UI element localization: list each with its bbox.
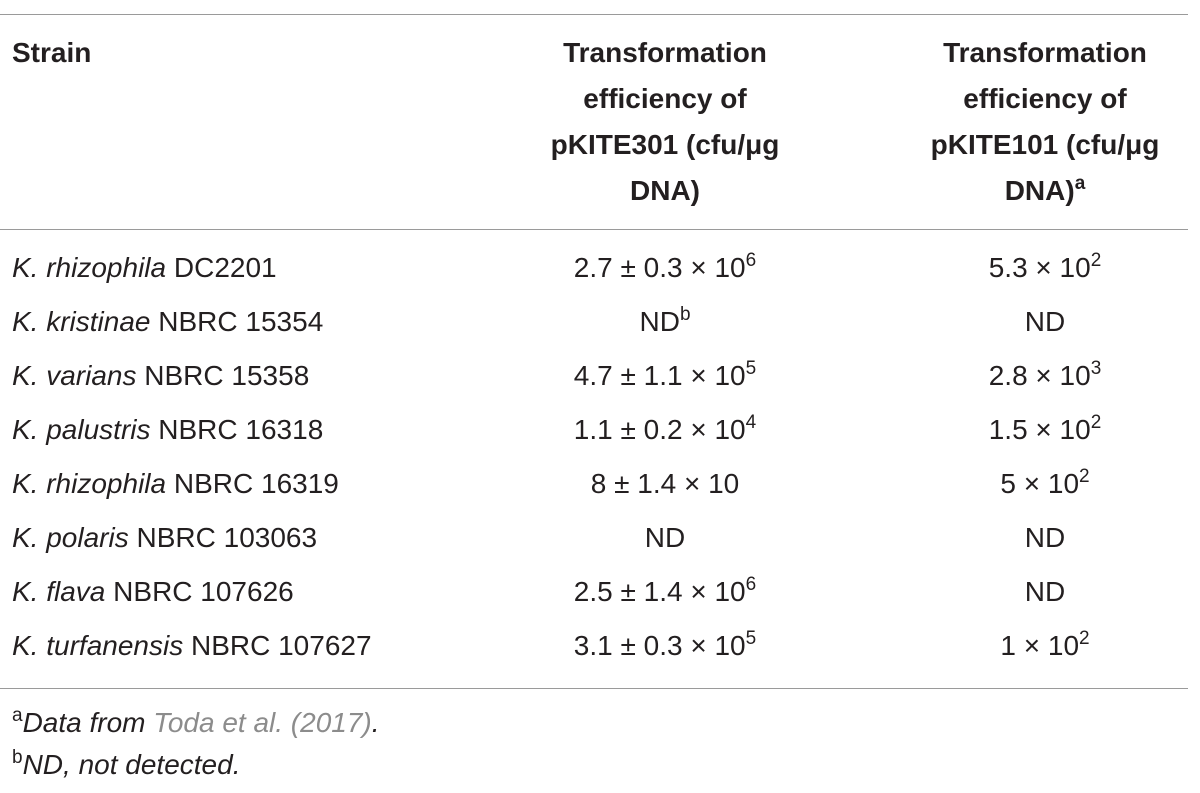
table-cell: 3.1 ± 0.3 × 105 bbox=[540, 629, 790, 663]
cell-text: 2.7 ± 0.3 × 10 bbox=[573, 252, 746, 283]
table-cell: K. rhizophila DC2201 bbox=[12, 251, 277, 285]
superscript: 4 bbox=[745, 412, 757, 433]
cell-text: 5.3 × 10 bbox=[988, 252, 1091, 283]
footnote: bND, not detected. bbox=[12, 748, 240, 782]
footnote: aData from Toda et al. (2017). bbox=[12, 706, 380, 740]
cell-text: 3.1 ± 0.3 × 10 bbox=[573, 630, 746, 661]
superscript: 2 bbox=[1090, 412, 1102, 433]
table-cell: 2.7 ± 0.3 × 106 bbox=[540, 251, 790, 285]
footnote-mark: a bbox=[12, 705, 23, 726]
cell-text: 5 × 10 bbox=[1000, 468, 1080, 499]
superscript: 6 bbox=[745, 574, 757, 595]
table-cell: 5 × 102 bbox=[900, 467, 1190, 501]
cell-text: ND bbox=[639, 306, 680, 337]
species: K. flava bbox=[12, 576, 106, 607]
cell-text: 2.8 × 10 bbox=[988, 360, 1091, 391]
superscript: 3 bbox=[1090, 358, 1102, 379]
superscript: 6 bbox=[745, 250, 757, 271]
cell-text: 1.5 × 10 bbox=[988, 414, 1091, 445]
table-cell: ND bbox=[900, 305, 1190, 339]
table-cell: ND bbox=[540, 521, 790, 555]
table-cell: K. turfanensis NBRC 107627 bbox=[12, 629, 372, 663]
superscript: 2 bbox=[1079, 466, 1090, 487]
species: K. turfanensis bbox=[12, 630, 184, 661]
cell-text: NBRC 15358 bbox=[144, 360, 310, 391]
table-cell: 8 ± 1.4 × 10 bbox=[540, 467, 790, 501]
table-cell: K. flava NBRC 107626 bbox=[12, 575, 294, 609]
species: K. rhizophila bbox=[12, 252, 167, 283]
superscript: 5 bbox=[745, 358, 757, 379]
footnote-text: ND, not detected. bbox=[22, 749, 241, 780]
superscript: a bbox=[1074, 173, 1086, 194]
footnote-mark: b bbox=[12, 747, 23, 768]
species: K. rhizophila bbox=[12, 468, 167, 499]
cell-text: NBRC 107626 bbox=[113, 576, 294, 607]
table-cell: K. varians NBRC 15358 bbox=[12, 359, 309, 393]
superscript: 5 bbox=[745, 628, 757, 649]
table-cell: ND bbox=[900, 521, 1190, 555]
top-rule bbox=[0, 14, 1188, 15]
cell-text: 8 ± 1.4 × 10 bbox=[590, 468, 740, 499]
table-cell: 2.5 ± 1.4 × 106 bbox=[540, 575, 790, 609]
table-cell: 4.7 ± 1.1 × 105 bbox=[540, 359, 790, 393]
header-cell: Strain bbox=[12, 30, 91, 76]
table-cell: K. palustris NBRC 16318 bbox=[12, 413, 323, 447]
header-cell: Transformation efficiency of pKITE101 (c… bbox=[900, 30, 1190, 214]
cell-text: 2.5 ± 1.4 × 10 bbox=[573, 576, 746, 607]
table-cell: 1.1 ± 0.2 × 104 bbox=[540, 413, 790, 447]
cell-text: ND bbox=[1024, 522, 1066, 553]
table-cell: K. kristinae NBRC 15354 bbox=[12, 305, 323, 339]
cell-text: DC2201 bbox=[173, 252, 277, 283]
table-cell: NDb bbox=[540, 305, 790, 339]
cell-text: ND bbox=[1024, 576, 1066, 607]
bottom-rule bbox=[0, 688, 1188, 689]
species: K. palustris bbox=[12, 414, 151, 445]
header-cell: Transformation efficiency of pKITE301 (c… bbox=[540, 30, 790, 214]
table-cell: ND bbox=[900, 575, 1190, 609]
table-cell: 1.5 × 102 bbox=[900, 413, 1190, 447]
cell-text: NBRC 16319 bbox=[173, 468, 339, 499]
superscript: b bbox=[679, 304, 691, 325]
footnote-end: . bbox=[371, 707, 380, 738]
table-cell: 5.3 × 102 bbox=[900, 251, 1190, 285]
species: K. polaris bbox=[12, 522, 129, 553]
cell-text: 4.7 ± 1.1 × 10 bbox=[573, 360, 746, 391]
cell-text: NBRC 103063 bbox=[136, 522, 318, 553]
cell-text: Transformation efficiency of pKITE301 (c… bbox=[550, 37, 780, 206]
table-cell: 2.8 × 103 bbox=[900, 359, 1190, 393]
cell-text: Transformation efficiency of pKITE101 (c… bbox=[930, 37, 1160, 206]
species: K. varians bbox=[12, 360, 137, 391]
superscript: 2 bbox=[1090, 250, 1102, 271]
table-cell: K. rhizophila NBRC 16319 bbox=[12, 467, 339, 501]
footnote-text: Data from bbox=[22, 707, 146, 738]
cell-text: Strain bbox=[12, 37, 92, 68]
species: K. kristinae bbox=[12, 306, 151, 337]
table-cell: 1 × 102 bbox=[900, 629, 1190, 663]
cell-text: NBRC 107627 bbox=[190, 630, 372, 661]
reference-link[interactable]: Toda et al. (2017) bbox=[153, 707, 372, 738]
cell-text: ND bbox=[644, 522, 686, 553]
superscript: 2 bbox=[1079, 628, 1090, 649]
table-cell: K. polaris NBRC 103063 bbox=[12, 521, 317, 555]
cell-text: ND bbox=[1024, 306, 1066, 337]
cell-text: 1.1 ± 0.2 × 10 bbox=[573, 414, 746, 445]
cell-text: NBRC 16318 bbox=[158, 414, 324, 445]
cell-text: NBRC 15354 bbox=[158, 306, 324, 337]
header-rule bbox=[0, 229, 1188, 230]
cell-text: 1 × 10 bbox=[1000, 630, 1080, 661]
